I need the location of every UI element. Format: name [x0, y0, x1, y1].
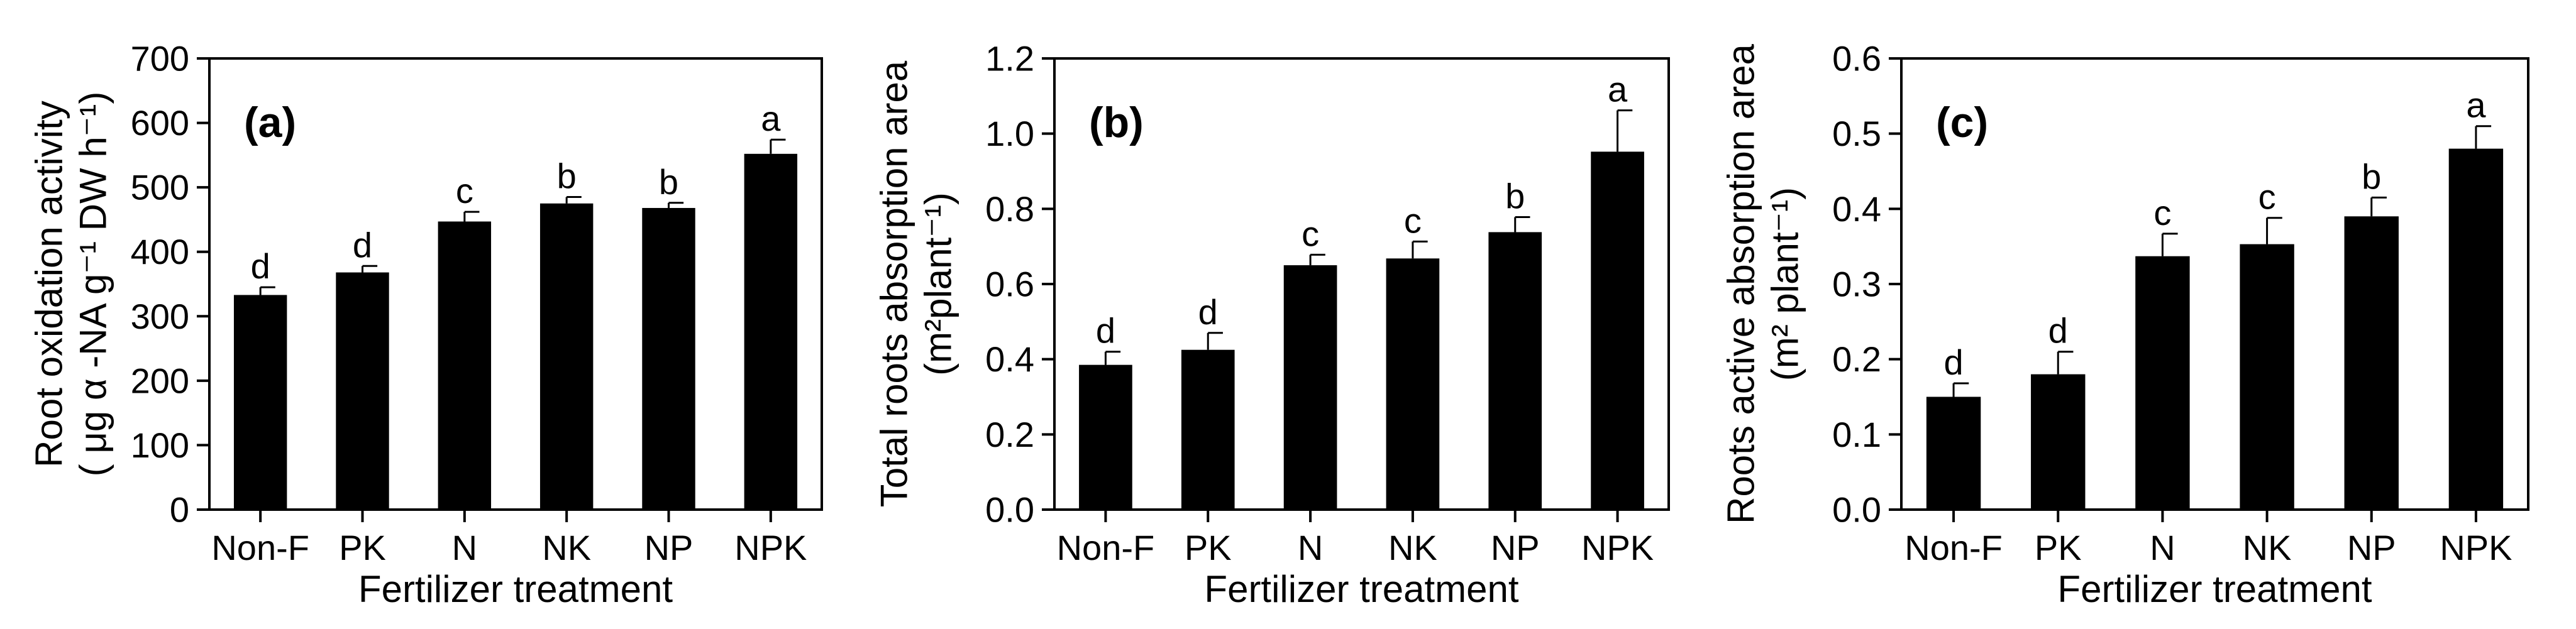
- y-tick-label-c: 0.6: [1832, 39, 1881, 79]
- significance-letter-c-np: b: [2362, 156, 2381, 196]
- y-tick-label-a: 200: [131, 361, 189, 400]
- bar-a-pk: [336, 272, 389, 510]
- panel-label-c: (c): [1936, 99, 1988, 146]
- x-tick-label-b-npk: NPK: [1581, 528, 1654, 567]
- bar-a-np: [642, 207, 695, 510]
- x-tick-label-c-np: NP: [2347, 528, 2396, 567]
- x-tick-label-b-pk: PK: [1185, 528, 1232, 567]
- bar-a-non-f: [233, 295, 287, 510]
- significance-letter-b-nk: c: [1404, 200, 1422, 240]
- significance-letter-b-non-f: d: [1096, 311, 1115, 351]
- significance-letter-c-npk: a: [2466, 85, 2486, 125]
- y-tick-label-a: 400: [131, 232, 189, 271]
- bar-b-npk: [1591, 151, 1644, 510]
- x-tick-label-c-non-f: Non-F: [1904, 528, 2003, 567]
- x-tick-label-a-pk: PK: [339, 528, 386, 567]
- y-tick-label-c: 0.5: [1832, 114, 1881, 153]
- y-tick-label-a: 700: [131, 39, 189, 79]
- significance-letter-a-n: c: [456, 171, 473, 211]
- x-axis-title-c: Fertilizer treatment: [2057, 568, 2372, 610]
- x-tick-label-a-np: NP: [644, 528, 694, 567]
- significance-letter-a-np: b: [659, 162, 678, 202]
- x-tick-label-c-n: N: [2150, 528, 2175, 567]
- panel-label-a: (a): [244, 99, 296, 146]
- x-tick-label-b-n: N: [1298, 528, 1323, 567]
- significance-letter-b-n: c: [1302, 214, 1319, 253]
- bar-b-np: [1488, 232, 1542, 510]
- y-tick-label-b: 0.2: [985, 415, 1034, 454]
- chart-panel-a: 0 100 200 300 400 500 600 700 d Non-F d PK c Nb NK b NP a…: [28, 39, 823, 610]
- y-tick-label-a: 500: [131, 168, 189, 207]
- bar-c-npk: [2448, 148, 2504, 510]
- y-tick-label-a: 0: [170, 490, 189, 530]
- significance-letter-b-np: b: [1505, 176, 1525, 216]
- x-tick-label-c-npk: NPK: [2440, 528, 2512, 567]
- bar-a-npk: [744, 153, 798, 510]
- chart-panel-c: 0.0 0.1 0.2 0.3 0.4 0.5 0.6 d Non-F d PK c Nc NK b NP a N…: [1720, 39, 2529, 610]
- significance-letter-a-nk: b: [557, 156, 577, 196]
- bar-b-non-f: [1079, 364, 1132, 510]
- y-tick-label-c: 0.0: [1832, 490, 1881, 530]
- significance-letter-c-non-f: d: [1944, 342, 1964, 382]
- y-tick-label-c: 0.3: [1832, 265, 1881, 304]
- y-tick-label-c: 0.4: [1832, 189, 1881, 229]
- significance-letter-c-n: c: [2153, 193, 2171, 232]
- y-tick-label-b: 0.8: [985, 189, 1034, 229]
- x-tick-label-c-nk: NK: [2243, 528, 2292, 567]
- y-tick-label-b: 1.2: [985, 39, 1034, 79]
- y-tick-label-b: 1.0: [985, 114, 1034, 153]
- y-axis-title-b-line-1: Total roots absorption area: [873, 60, 915, 507]
- y-tick-label-b: 0.6: [985, 265, 1034, 304]
- significance-letter-a-pk: d: [353, 225, 372, 265]
- bar-c-nk: [2240, 244, 2294, 510]
- y-axis-title-b-line-2: (m²plant⁻¹): [917, 192, 959, 376]
- y-tick-label-a: 300: [131, 297, 189, 336]
- bar-c-n: [2135, 256, 2190, 510]
- y-axis-title-c-line-1: Roots active absorption area: [1720, 43, 1762, 523]
- y-tick-label-c: 0.2: [1832, 339, 1881, 379]
- significance-letter-a-npk: a: [761, 99, 781, 138]
- x-tick-label-b-nk: NK: [1388, 528, 1437, 567]
- x-tick-label-a-n: N: [452, 528, 477, 567]
- significance-letter-a-non-f: d: [251, 246, 270, 286]
- y-tick-label-b: 0.0: [985, 490, 1034, 530]
- chart-panel-b: 0.0 0.2 0.4 0.6 0.8 1.0 1.2 d Non-F d PK c Nc NK b NP a N…: [873, 39, 1670, 610]
- y-axis-title-a-line-1: Root oxidation activity: [28, 101, 70, 468]
- x-tick-label-c-pk: PK: [2035, 528, 2082, 567]
- bar-c-np: [2344, 216, 2399, 510]
- x-tick-label-b-np: NP: [1491, 528, 1540, 567]
- y-tick-label-b: 0.4: [985, 339, 1034, 379]
- significance-letter-c-nk: c: [2258, 177, 2276, 217]
- bar-b-pk: [1181, 349, 1235, 510]
- y-tick-label-c: 0.1: [1832, 415, 1881, 454]
- x-axis-title-b: Fertilizer treatment: [1204, 568, 1518, 610]
- x-tick-label-b-non-f: Non-F: [1057, 528, 1155, 567]
- plot-frame-c: [1900, 57, 2529, 511]
- bar-a-n: [438, 221, 492, 510]
- y-axis-title-a-line-2: ( μg α -NA g⁻¹ DW h⁻¹): [72, 92, 114, 477]
- x-tick-label-a-npk: NPK: [734, 528, 807, 567]
- x-axis-title-a: Fertilizer treatment: [358, 568, 673, 610]
- bar-c-non-f: [1926, 397, 1981, 510]
- significance-letter-b-pk: d: [1198, 292, 1218, 332]
- bar-b-nk: [1386, 258, 1440, 510]
- plot-frame-b: [1053, 57, 1670, 511]
- y-axis-title-c-line-2: (m² plant⁻¹): [1764, 187, 1806, 381]
- significance-letter-c-pk: d: [2048, 311, 2068, 351]
- bar-b-n: [1283, 265, 1337, 510]
- bar-a-nk: [539, 203, 594, 510]
- y-tick-label-a: 100: [131, 425, 189, 465]
- y-tick-label-a: 600: [131, 103, 189, 143]
- significance-letter-b-npk: a: [1608, 70, 1628, 109]
- x-tick-label-a-non-f: Non-F: [211, 528, 309, 567]
- x-tick-label-a-nk: NK: [542, 528, 591, 567]
- panel-label-b: (b): [1089, 99, 1144, 146]
- bar-c-pk: [2031, 374, 2086, 510]
- plot-frame-a: [208, 57, 823, 511]
